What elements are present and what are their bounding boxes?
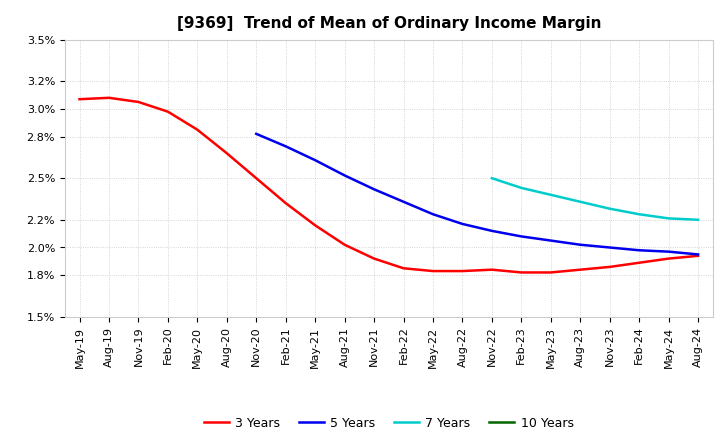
3 Years [546,270,555,275]
3 Years [163,109,172,114]
7 Years [606,206,614,211]
Title: [9369]  Trend of Mean of Ordinary Income Margin: [9369] Trend of Mean of Ordinary Income … [176,16,601,32]
7 Years [576,199,585,205]
7 Years [487,176,496,181]
5 Years [694,252,703,257]
3 Years [665,256,673,261]
3 Years [370,256,379,261]
3 Years [341,242,349,247]
3 Years [576,267,585,272]
5 Years [399,199,408,205]
5 Years [487,228,496,234]
3 Years [458,268,467,274]
7 Years [517,185,526,191]
3 Years [694,253,703,258]
5 Years [576,242,585,247]
5 Years [606,245,614,250]
5 Years [282,144,290,149]
Line: 5 Years: 5 Years [256,134,698,254]
5 Years [341,173,349,178]
3 Years [252,176,261,181]
3 Years [282,201,290,206]
7 Years [665,216,673,221]
Line: 3 Years: 3 Years [79,98,698,272]
7 Years [694,217,703,223]
3 Years [104,95,113,100]
3 Years [193,127,202,132]
5 Years [635,248,644,253]
3 Years [606,264,614,270]
3 Years [487,267,496,272]
5 Years [311,158,320,163]
Line: 7 Years: 7 Years [492,178,698,220]
3 Years [311,223,320,228]
5 Years [370,187,379,192]
5 Years [546,238,555,243]
5 Years [517,234,526,239]
7 Years [635,212,644,217]
5 Years [252,131,261,136]
3 Years [517,270,526,275]
3 Years [635,260,644,265]
3 Years [399,266,408,271]
3 Years [134,99,143,105]
5 Years [665,249,673,254]
5 Years [458,221,467,227]
5 Years [428,212,437,217]
3 Years [428,268,437,274]
7 Years [546,192,555,198]
3 Years [75,96,84,102]
3 Years [222,150,231,156]
Legend: 3 Years, 5 Years, 7 Years, 10 Years: 3 Years, 5 Years, 7 Years, 10 Years [199,412,579,435]
